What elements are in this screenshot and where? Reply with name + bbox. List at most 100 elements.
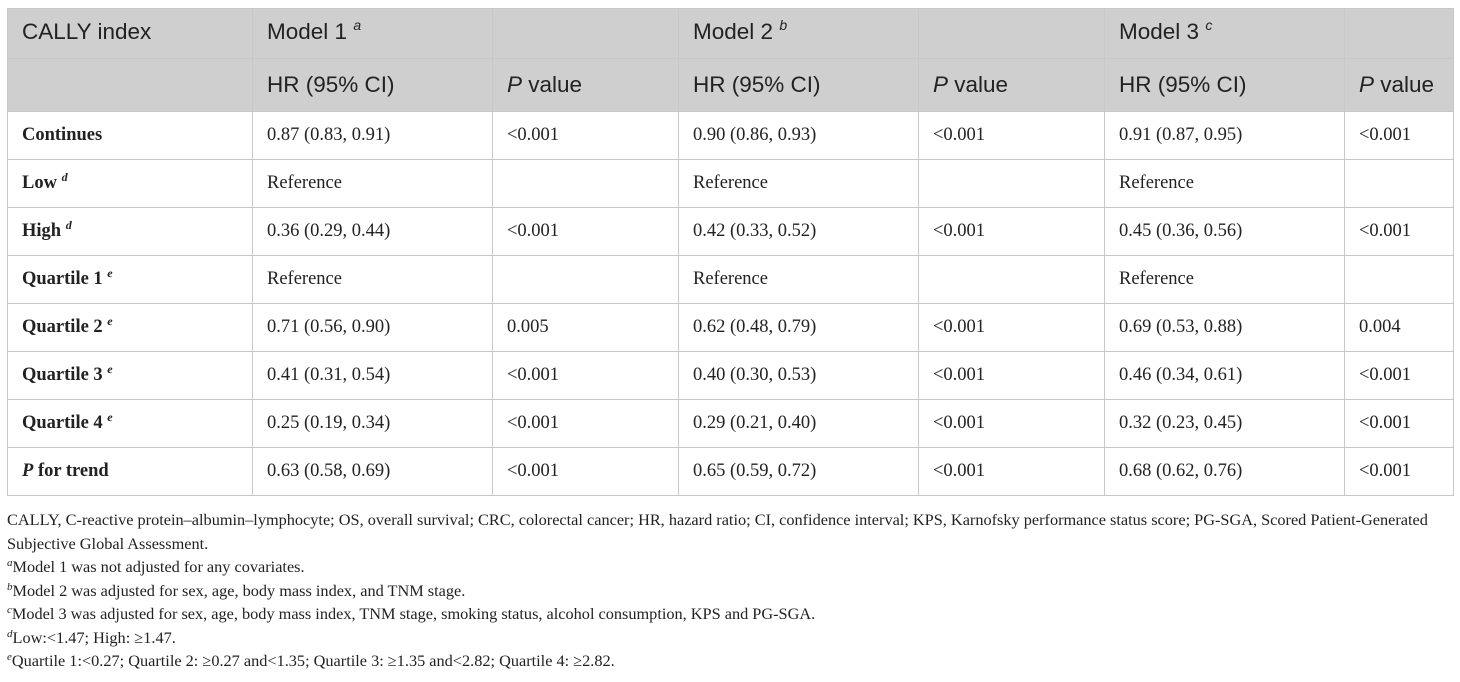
table-notes: CALLY, C-reactive protein–albumin–lympho… [7,508,1453,673]
p-value-text: value [1374,72,1435,97]
footnote-text: Model 2 was adjusted for sex, age, body … [12,580,466,600]
hr-cell: 0.71 (0.56, 0.90) [252,303,493,352]
footnote-mark: e [107,314,113,328]
p-value-cell: <0.001 [1344,207,1454,256]
footnote-mark: d [61,170,68,184]
row-label: Quartile 1 e [7,255,253,304]
hr-cell: Reference [1104,255,1345,304]
p-value-cell: <0.001 [1344,351,1454,400]
footnote-mark: a [7,557,13,569]
footnote-mark: d [65,218,72,232]
header-model-2: Model 2 b [678,8,919,59]
header-p-value: P value [492,58,679,112]
footnote-mark: a [353,17,362,33]
footnote-mark: d [7,627,13,640]
table-body: Continues 0.87 (0.83, 0.91) <0.001 0.90 (0.… [7,111,1454,496]
hr-cell: 0.46 (0.34, 0.61) [1104,351,1345,400]
row-label-text: High [22,221,62,241]
hr-cell: 0.29 (0.21, 0.40) [678,399,919,448]
hr-cell: 0.45 (0.36, 0.56) [1104,207,1345,256]
row-label-text: Low [22,173,57,193]
footnote-mark: b [7,580,13,593]
row-label-text: Quartile 3 [22,365,103,385]
row-label-prefix: P [22,461,34,481]
p-value-cell: <0.001 [918,111,1105,160]
footnote: eQuartile 1:<0.27; Quartile 2: ≥0.27 and… [7,649,1453,673]
footnote-mark: e [107,362,113,376]
p-value-cell: <0.001 [492,207,679,256]
hr-cell: Reference [252,255,493,304]
footnote-list: aModel 1 was not adjusted for any covari… [7,555,1453,673]
table-row: High d 0.36 (0.29, 0.44) <0.001 0.42 (0.33,… [7,207,1454,256]
table-row: Quartile 1 e Reference Reference Reference [7,255,1454,304]
row-label-text: for trend [33,461,109,481]
p-value-cell: <0.001 [492,399,679,448]
p-value-cell: <0.001 [1344,399,1454,448]
hr-cell: Reference [252,159,493,208]
row-label: Quartile 2 e [7,303,253,352]
hr-cell: 0.87 (0.83, 0.91) [252,111,493,160]
row-label: Low d [7,159,253,208]
table-row: Quartile 2 e 0.71 (0.56, 0.90) 0.005 0.62 (… [7,303,1454,352]
table-row: Quartile 4 e 0.25 (0.19, 0.34) <0.001 0.29 … [7,399,1454,448]
hr-cell: 0.32 (0.23, 0.45) [1104,399,1345,448]
footnote-text: Quartile 1:<0.27; Quartile 2: ≥0.27 and<… [11,651,615,670]
hr-cell: 0.36 (0.29, 0.44) [252,207,493,256]
header-empty [7,58,253,112]
hr-cell: 0.63 (0.58, 0.69) [252,447,493,496]
p-value-cell: <0.001 [918,399,1105,448]
footnote-mark: b [779,17,788,33]
p-value-text: value [948,72,1009,97]
p-value-text: value [522,72,583,97]
footnote: bModel 2 was adjusted for sex, age, body… [7,579,1453,603]
hr-cell: Reference [1104,159,1345,208]
p-value-cell: <0.001 [918,351,1105,400]
row-label-text: Quartile 2 [22,317,103,337]
row-label-text: Quartile 4 [22,413,103,433]
header-cally-index: CALLY index [7,8,253,59]
p-value-cell: <0.001 [1344,447,1454,496]
footnote-mark: e [107,410,113,424]
header-empty [1344,8,1454,59]
p-value-cell: <0.001 [1344,111,1454,160]
p-value-cell [492,159,679,208]
table-row: P for trend 0.63 (0.58, 0.69) <0.001 0.65 (… [7,447,1454,496]
footnote: cModel 3 was adjusted for sex, age, body… [7,602,1453,626]
p-value-cell: 0.005 [492,303,679,352]
row-label: Quartile 3 e [7,351,253,400]
header-hr: HR (95% CI) [252,58,493,112]
p-value-cell: 0.004 [1344,303,1454,352]
header-row-metrics: HR (95% CI) P value HR (95% CI) P value … [7,58,1454,112]
hr-cell: 0.69 (0.53, 0.88) [1104,303,1345,352]
row-label: Continues [7,111,253,160]
header-p-value: P value [1344,58,1454,112]
p-value-cell [1344,159,1454,208]
hr-cell: 0.91 (0.87, 0.95) [1104,111,1345,160]
header-model-3: Model 3 c [1104,8,1345,59]
hr-cell: 0.90 (0.86, 0.93) [678,111,919,160]
header-hr: HR (95% CI) [1104,58,1345,112]
p-value-cell [918,159,1105,208]
p-value-cell: <0.001 [492,447,679,496]
hr-cell: Reference [678,255,919,304]
footnote-mark: e [7,651,12,663]
p-letter: P [1359,72,1375,97]
header-model-1: Model 1 a [252,8,493,59]
footnote-text: Model 1 was not adjusted for any covaria… [12,557,305,576]
hr-cell: 0.65 (0.59, 0.72) [678,447,919,496]
header-model-title: Model 3 [1119,19,1200,44]
header-model-title: Model 2 [693,19,774,44]
hr-cell: Reference [678,159,919,208]
p-value-cell: <0.001 [492,351,679,400]
footnote-mark: c [1205,17,1213,33]
hr-cell: 0.40 (0.30, 0.53) [678,351,919,400]
header-row-models: CALLY index Model 1 a Model 2 b Model 3 … [7,8,1454,59]
p-letter: P [933,72,949,97]
hr-cell: 0.62 (0.48, 0.79) [678,303,919,352]
hr-cell: 0.68 (0.62, 0.76) [1104,447,1345,496]
row-label: High d [7,207,253,256]
header-empty [492,8,679,59]
row-label: P for trend [7,447,253,496]
p-value-cell: <0.001 [492,111,679,160]
header-empty [918,8,1105,59]
